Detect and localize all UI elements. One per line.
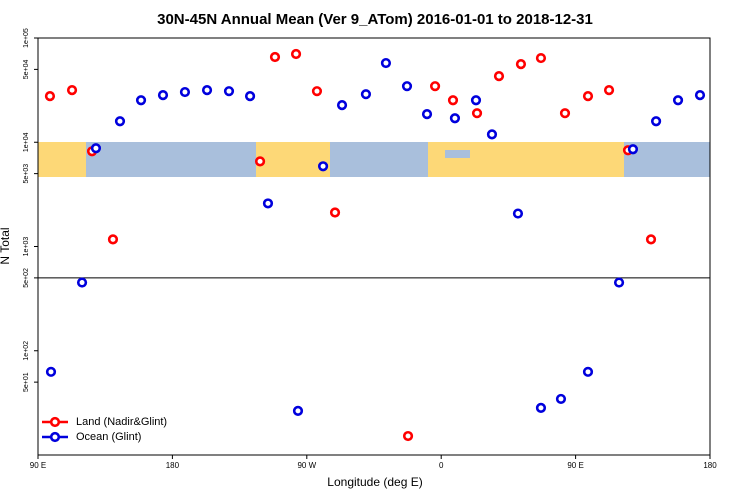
data-point [694,90,706,101]
data-point [627,144,639,155]
data-point [329,207,341,218]
data-point [311,86,323,97]
data-point [179,86,191,98]
data-point [449,113,461,124]
data-point [421,109,433,120]
data-point [535,52,547,64]
data-point [470,95,482,106]
data-point [672,95,684,106]
data-point [45,366,57,377]
data-point [107,234,119,245]
y-tick-label: 1e+05 [23,28,30,48]
data-point [254,156,266,167]
data-point [76,277,88,288]
y-tick-label: 1e+02 [23,341,30,361]
data-point [135,95,147,106]
data-point [486,129,498,140]
data-point [336,100,348,111]
data-point [582,366,594,377]
data-point [380,57,392,69]
data-point [262,198,274,209]
y-tick-label: 5e+02 [23,268,30,288]
y-tick-label: 1e+04 [23,132,30,152]
chart-title: 30N-45N Annual Mean (Ver 9_ATom) 2016-01… [157,11,593,28]
data-point [429,81,441,92]
legend-marker [49,431,61,443]
legend-label: Ocean (Glint) [76,431,141,443]
data-point [603,85,615,96]
x-tick-label: 180 [166,461,180,470]
data-point [201,85,213,96]
data-point [447,95,459,106]
data-point [114,116,126,127]
data-point [66,85,78,96]
data-point [290,48,302,60]
data-point [244,91,256,102]
data-point [223,86,235,97]
x-tick-label: 90 W [297,461,316,470]
data-point [555,393,567,405]
map-band [38,142,710,177]
data-point [515,58,527,70]
data-point [650,116,662,127]
y-tick-label: 5e+04 [23,59,30,79]
data-point [401,81,413,92]
y-axis-label: N Total [0,227,12,264]
data-point [157,90,169,101]
y-tick-label: 5e+03 [23,164,30,184]
data-point [292,405,304,416]
data-point [512,208,524,219]
legend-marker [49,416,61,428]
data-point [90,143,102,154]
x-tick-label: 90 E [30,461,46,470]
data-point [44,91,56,102]
map-sea [445,150,470,158]
data-point [360,89,372,100]
map-land [256,142,330,177]
x-axis-label: Longitude (deg E) [327,475,422,489]
data-point [269,51,281,63]
data-point [493,71,505,82]
data-point [535,402,547,414]
data-point [613,277,625,288]
data-point [317,161,329,172]
x-tick-label: 0 [439,461,444,470]
y-tick-label: 1e+03 [23,237,30,257]
map-land [428,142,624,177]
x-tick-label: 90 E [567,461,583,470]
data-point [559,108,571,119]
y-tick-label: 5e+01 [23,372,30,392]
data-point [402,430,414,442]
data-point [645,234,657,245]
data-point [582,91,594,102]
legend-label: Land (Nadir&Glint) [76,416,167,428]
data-point [471,108,483,119]
x-tick-label: 180 [703,461,717,470]
map-land [38,142,86,177]
